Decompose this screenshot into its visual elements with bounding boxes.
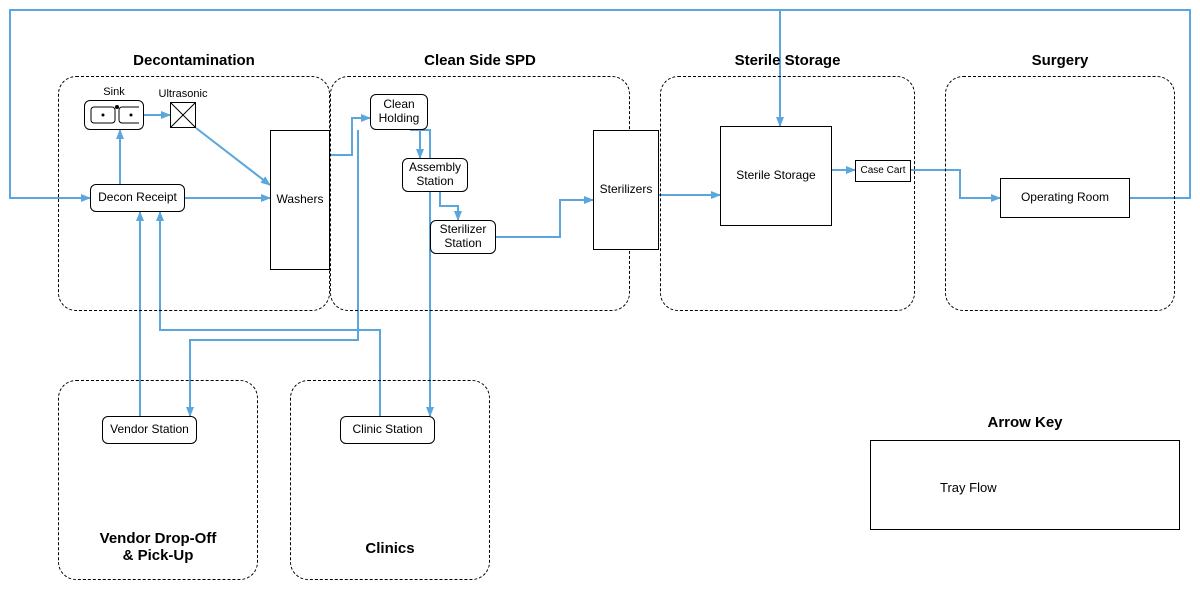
node-assembly-station: Assembly Station <box>402 158 468 192</box>
node-label: Vendor Station <box>110 423 189 437</box>
label-sink: Sink <box>84 86 144 98</box>
node-sink <box>84 100 144 130</box>
group-title-clinics: Clinics <box>290 540 490 557</box>
node-decon-receipt: Decon Receipt <box>90 184 185 212</box>
group-title-decontamination: Decontamination <box>58 52 330 69</box>
node-label: Decon Receipt <box>98 191 177 205</box>
node-label: Operating Room <box>1021 191 1109 205</box>
group-title-sterile-storage: Sterile Storage <box>660 52 915 69</box>
node-case-cart: Case Cart <box>855 160 911 182</box>
legend-box <box>870 440 1180 530</box>
node-operating-room: Operating Room <box>1000 178 1130 218</box>
group-title-surgery: Surgery <box>945 52 1175 69</box>
node-washers: Washers <box>270 130 330 270</box>
group-title-vendor-dropoff: Vendor Drop-Off & Pick-Up <box>58 530 258 564</box>
node-clean-holding: Clean Holding <box>370 94 428 130</box>
node-label: Sterilizers <box>600 183 653 197</box>
node-label: Sterilizer Station <box>440 223 487 251</box>
node-label: Case Cart <box>860 165 905 177</box>
node-sterile-storage: Sterile Storage <box>720 126 832 226</box>
group-title-clean-side-spd: Clean Side SPD <box>330 52 630 69</box>
node-sterilizer-station: Sterilizer Station <box>430 220 496 254</box>
node-ultrasonic <box>170 102 196 128</box>
ultrasonic-icon <box>171 103 195 127</box>
node-label: Clean Holding <box>379 98 420 126</box>
node-label: Clinic Station <box>352 423 422 437</box>
node-vendor-station: Vendor Station <box>102 416 197 444</box>
label-ultrasonic: Ultrasonic <box>158 88 208 100</box>
sink-icon <box>89 103 139 127</box>
node-label: Assembly Station <box>409 161 461 189</box>
node-label: Sterile Storage <box>736 169 815 183</box>
node-sterilizers: Sterilizers <box>593 130 659 250</box>
legend-title: Arrow Key <box>870 414 1180 431</box>
legend-text-tray-flow: Tray Flow <box>940 480 997 495</box>
node-label: Washers <box>277 193 324 207</box>
node-clinic-station: Clinic Station <box>340 416 435 444</box>
